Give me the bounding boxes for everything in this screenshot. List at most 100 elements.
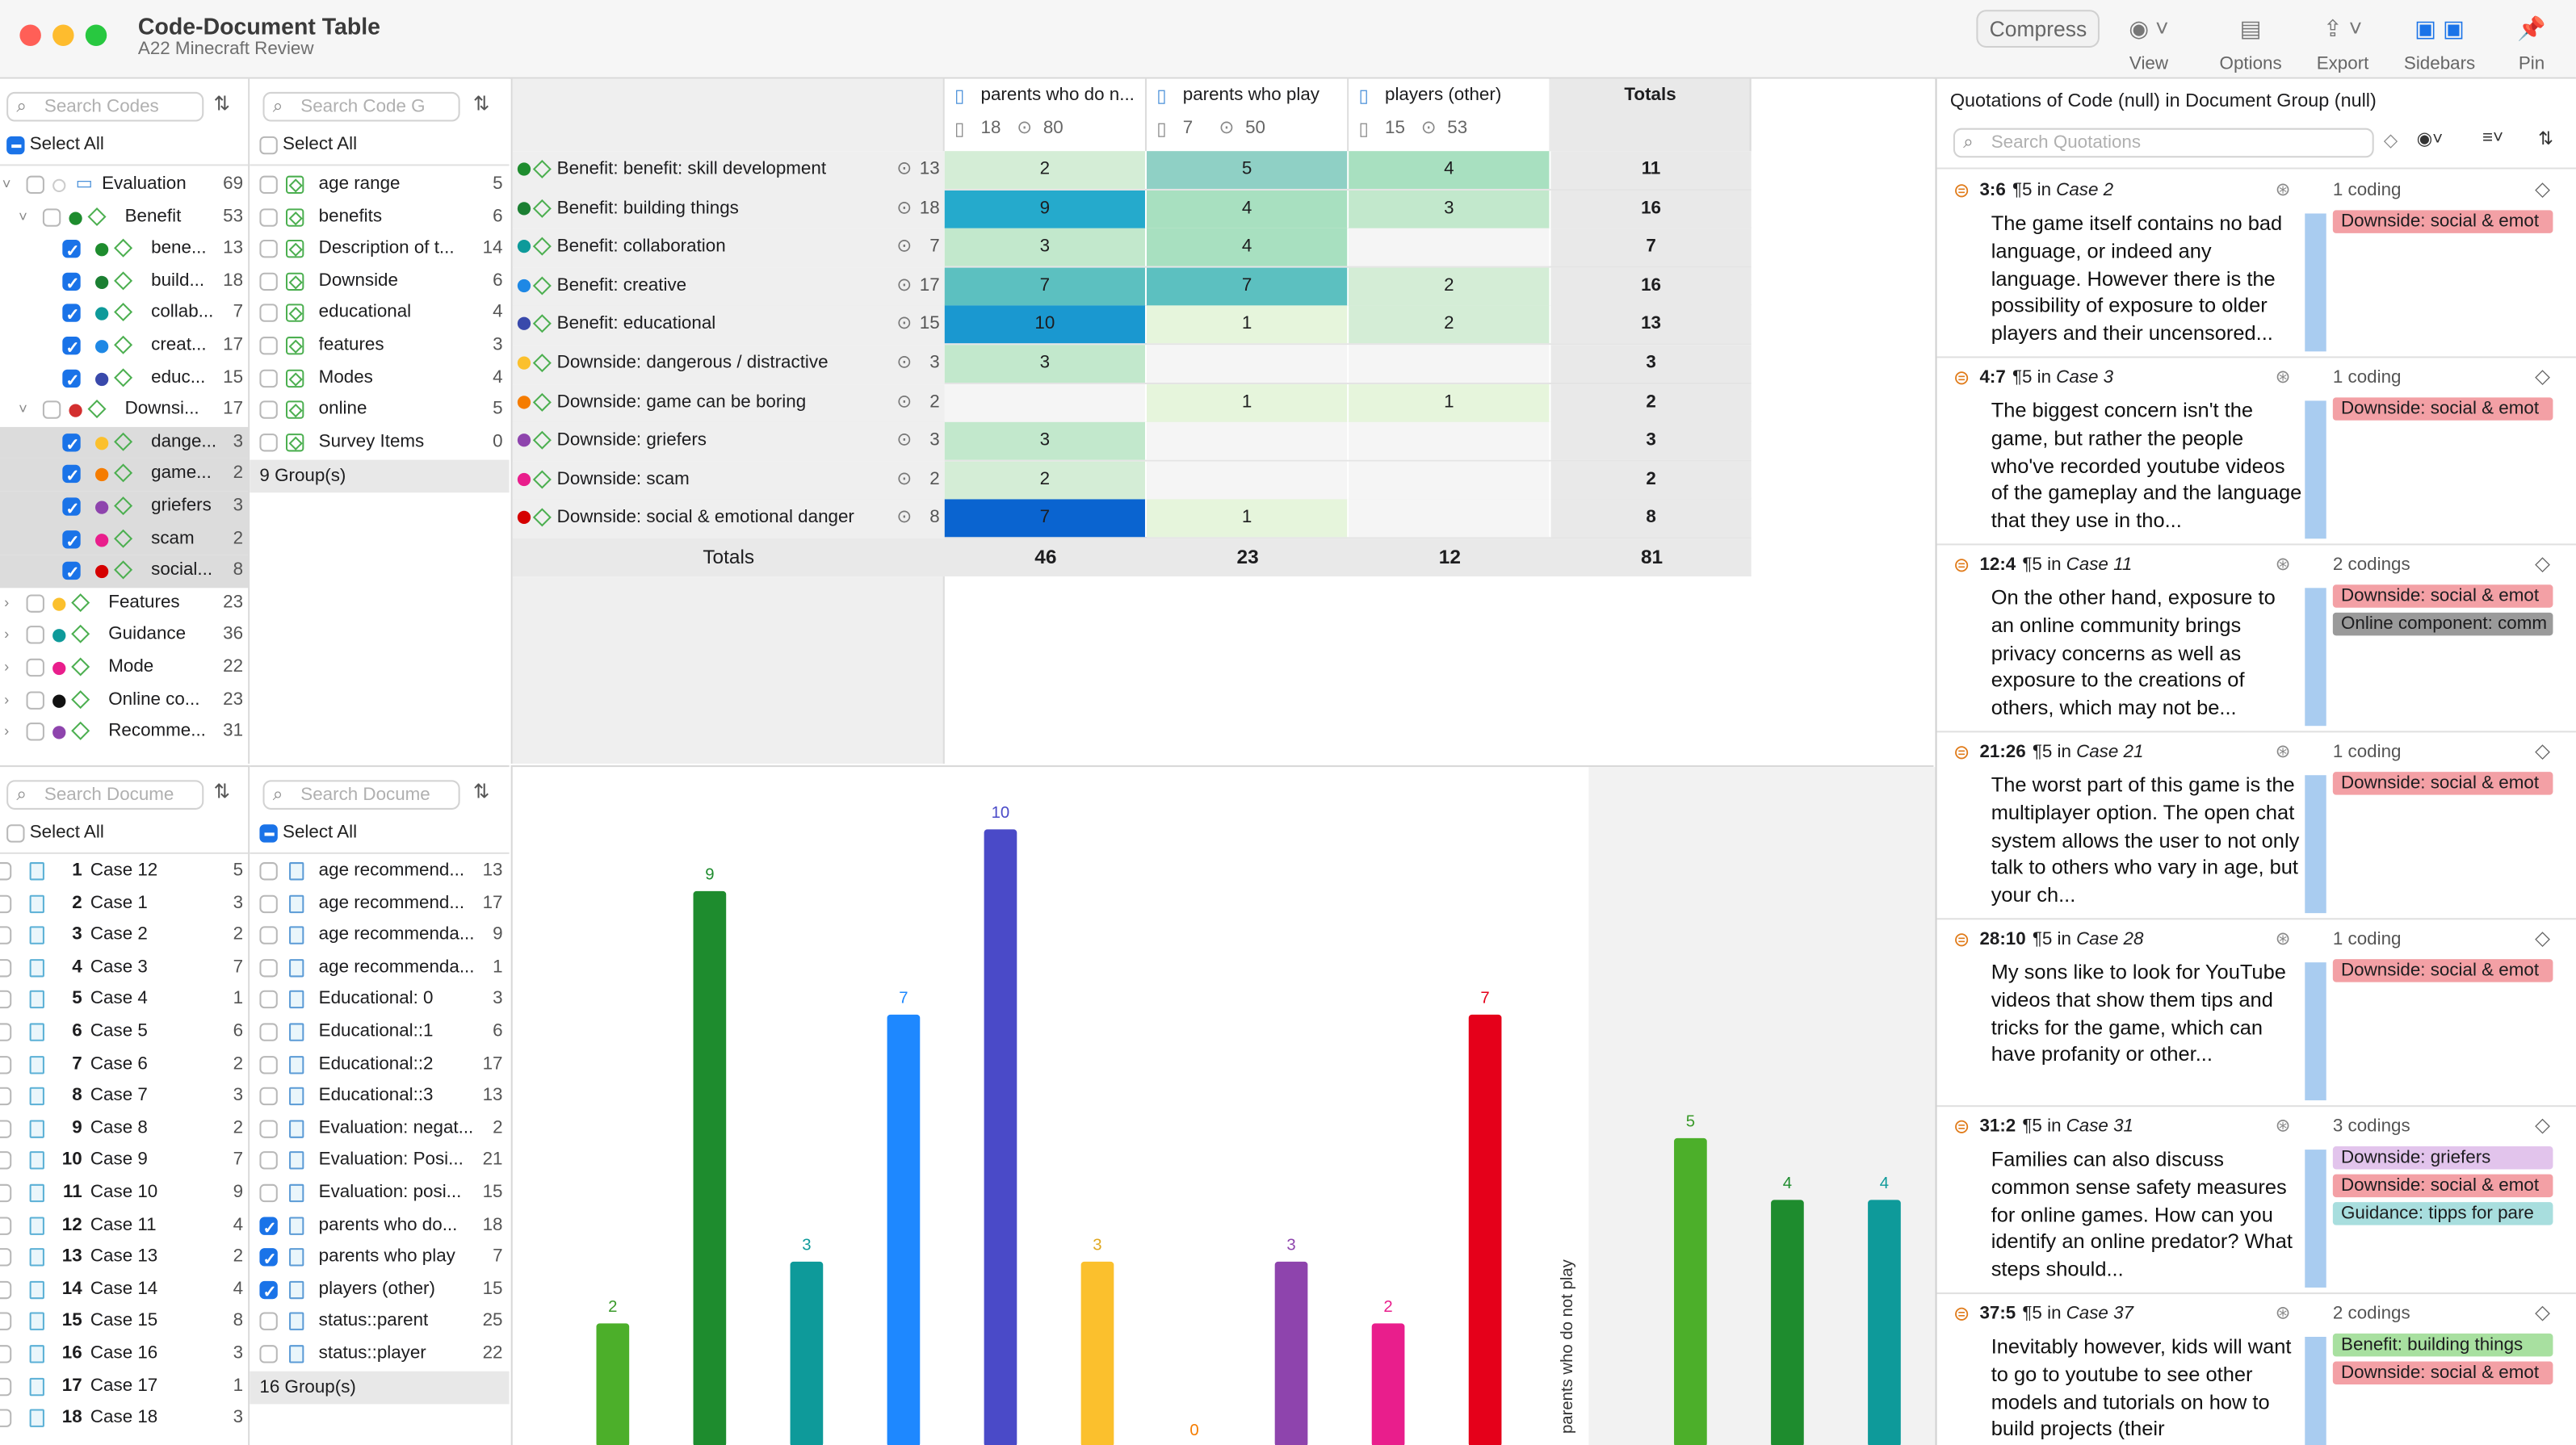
document-row[interactable]: 13 Case 13 2 [0,1242,248,1274]
sort-icon[interactable]: ⇅ [472,91,490,115]
document-group-row[interactable]: parents who do... 18 [250,1210,509,1245]
code-row[interactable]: dange... 3 [0,426,249,462]
code-diamond-icon[interactable]: ◇ [2535,551,2550,576]
table-row[interactable]: Benefit: benefit: skill development ⊙ 13 2 5… [512,151,1752,190]
code-checkbox[interactable] [62,559,81,591]
code-row[interactable]: build... 18 [0,266,248,301]
table-cell[interactable]: 3 [944,422,1147,461]
code-row[interactable]: bene... 13 [0,233,248,269]
eye-icon[interactable]: ◉˅ [2416,129,2444,150]
document-group-checkbox[interactable] [259,1313,278,1331]
export-button[interactable]: ⇪ ˅ Export [2306,13,2379,73]
table-row[interactable]: Downside: game can be boring ⊙ 2 1 1 2 [512,383,1752,423]
table-cell[interactable] [1349,345,1551,383]
code-checkbox[interactable] [26,722,44,741]
code-checkbox[interactable] [26,626,44,645]
code-groups-search-input[interactable]: ⌕ Search Code G [262,91,460,122]
document-row[interactable]: 16 Case 16 3 [0,1338,248,1371]
code-checkbox[interactable] [62,269,81,301]
document-row[interactable]: 10 Case 9 7 [0,1146,248,1178]
document-group-checkbox[interactable] [259,958,278,978]
document-group-row[interactable]: age recommend... 13 [250,856,509,888]
chevron-down-icon[interactable]: ˅ [19,207,27,224]
document-checkbox[interactable] [0,1377,12,1396]
document-checkbox[interactable] [0,1183,12,1203]
code-group-row[interactable]: benefits 6 [250,201,509,233]
table-cell[interactable]: 2 [944,151,1147,189]
code-row[interactable]: › Recomme... 31 [0,716,248,748]
document-row[interactable]: 17 Case 17 1 [0,1371,248,1403]
table-cell[interactable]: 7 [944,267,1147,305]
document-checkbox[interactable] [0,1313,12,1331]
code-diamond-icon[interactable]: ◇ [2535,1113,2550,1137]
coding-tag[interactable]: Online component: comm [2332,612,2553,636]
document-checkbox[interactable] [0,894,12,913]
go-to-icon[interactable]: ⊛ [2275,1304,2291,1324]
code-checkbox[interactable] [62,462,81,494]
code-row[interactable]: game... 2 [0,459,249,494]
document-checkbox[interactable] [0,1248,12,1267]
table-cell[interactable] [1349,422,1551,461]
compress-button[interactable]: Compress [1976,10,2100,48]
table-cell[interactable]: 1 [1147,383,1349,422]
code-row[interactable]: educ... 15 [0,362,248,398]
coding-tag[interactable]: Benefit: building things [2332,1333,2553,1357]
table-cell[interactable]: 3 [944,228,1147,266]
table-cell[interactable] [1349,500,1551,538]
go-to-icon[interactable]: ⊛ [2275,1116,2291,1137]
document-row[interactable]: 3 Case 2 2 [0,920,248,953]
code-row[interactable]: › Online co... 23 [0,685,248,717]
code-checkbox[interactable] [42,400,61,420]
sort-icon[interactable]: ⇅ [213,780,230,803]
quotation-card[interactable]: ⊜ 37:5 ¶5 in Case 37 ⊛ Inevitably however, ki… [1937,1294,2576,1445]
table-column-header[interactable]: ▯ parents who do n... ▯ 18 ⊙ 80 [944,78,1147,152]
code-checkbox[interactable] [62,430,81,462]
document-row[interactable]: 9 Case 8 2 [0,1113,248,1146]
document-group-checkbox[interactable] [259,1023,278,1041]
document-group-row[interactable]: parents who play 7 [250,1242,509,1277]
go-to-icon[interactable]: ⊛ [2275,742,2291,762]
chevron-right-icon[interactable]: › [4,658,10,676]
sidebars-button[interactable]: ▣ ▣ Sidebars [2398,13,2481,73]
table-cell[interactable] [1349,228,1551,266]
sort-icon[interactable]: ⇅ [213,91,230,115]
document-checkbox[interactable] [0,1409,12,1428]
document-group-row[interactable]: Educational::2 17 [250,1049,509,1081]
document-group-checkbox[interactable] [259,1120,278,1138]
document-row[interactable]: 4 Case 3 7 [0,953,248,985]
quotation-card[interactable]: ⊜ 28:10 ¶5 in Case 28 ⊛ My sons like to look … [1936,919,2576,1108]
table-cell[interactable]: 2 [1349,306,1551,344]
document-checkbox[interactable] [0,958,12,978]
code-group-checkbox[interactable] [259,304,278,323]
code-checkbox[interactable] [62,366,81,398]
quotation-card[interactable]: ⊜ 3:6 ¶5 in Case 2 ⊛ The game itself contains… [1936,171,2576,358]
quotation-card[interactable]: ⊜ 12:4 ¶5 in Case 11 ⊛ On the other hand, exp… [1936,545,2576,733]
table-cell[interactable]: 7 [1147,267,1349,305]
table-cell[interactable] [944,383,1147,422]
code-checkbox[interactable] [26,175,44,195]
document-checkbox[interactable] [0,1120,12,1138]
document-group-row[interactable]: Educational: 0 3 [250,984,509,1016]
code-groups-select-all[interactable]: Select All [259,128,357,161]
table-cell[interactable] [1147,345,1349,383]
code-diamond-icon[interactable]: ◇ [2535,364,2550,388]
code-group-row[interactable]: Modes 4 [250,362,509,395]
code-group-row[interactable]: online 5 [250,395,509,427]
coding-tag[interactable]: Downside: social & emot [2332,959,2553,982]
document-group-checkbox[interactable] [259,926,278,945]
chevron-right-icon[interactable]: › [4,722,10,739]
code-group-checkbox[interactable] [259,272,278,291]
quotation-card[interactable]: ⊜ 4:7 ¶5 in Case 3 ⊛ The biggest concern isn'… [1936,358,2576,546]
sort-icon[interactable]: ⇅ [472,780,490,803]
select-all-checkbox[interactable] [259,136,278,154]
document-group-row[interactable]: Evaluation: Posi... 21 [250,1146,509,1178]
document-checkbox[interactable] [0,1055,12,1074]
code-checkbox[interactable] [62,526,81,559]
code-row[interactable]: ˅ ▭ Evaluation 69 [0,170,248,202]
document-group-checkbox[interactable] [259,862,278,881]
code-group-checkbox[interactable] [259,368,278,387]
document-group-row[interactable]: age recommenda... 9 [250,920,509,953]
document-checkbox[interactable] [0,862,12,881]
coding-tag[interactable]: Downside: griefers [2332,1146,2553,1170]
chevron-right-icon[interactable]: › [4,626,10,643]
